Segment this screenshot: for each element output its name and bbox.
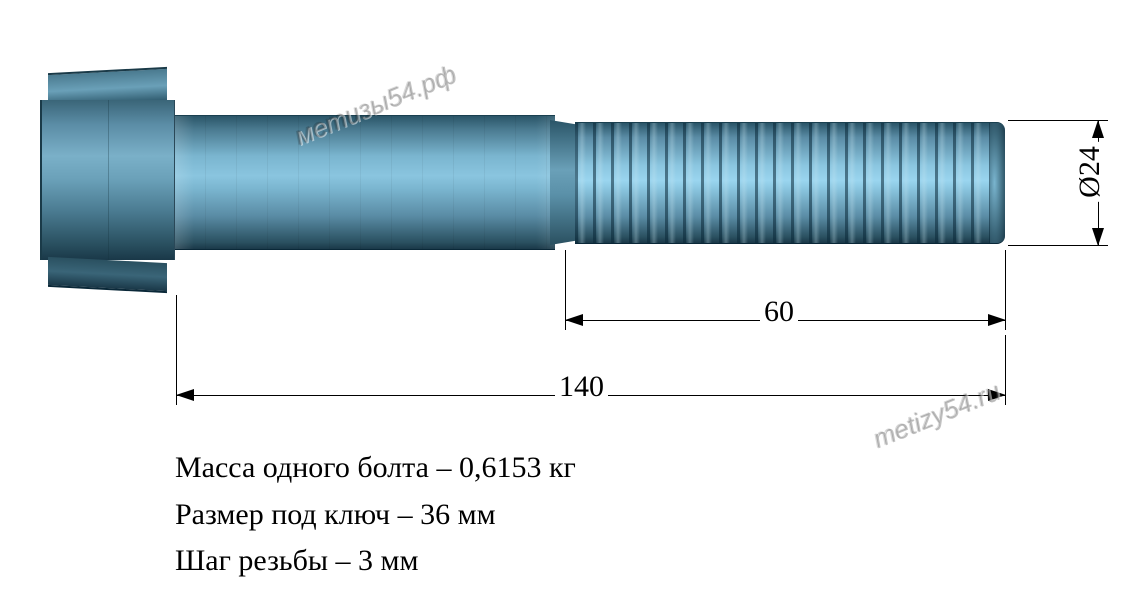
dim-total-line: [176, 395, 1006, 396]
spec-wrench-size: Размер под ключ – 36 мм: [175, 492, 576, 539]
dim-total-label: 140: [555, 370, 608, 404]
dim-total-arrow-left: [176, 389, 194, 401]
spec-thread-pitch: Шаг резьбы – 3 мм: [175, 538, 576, 585]
dim-thread-label: 60: [760, 295, 798, 329]
bolt-head-front-face: [40, 100, 175, 260]
bolt-head-bottom-face: [48, 257, 167, 293]
dim-diameter-arrow-top: [1092, 120, 1104, 138]
dim-thread-arrow-left: [565, 314, 583, 326]
dim-diameter-ext-top: [1008, 120, 1108, 121]
dim-total-arrow-right: [988, 389, 1006, 401]
dim-diameter-line: [1098, 120, 1099, 246]
dim-diameter-arrow-bottom: [1092, 228, 1104, 246]
dim-total-ext-left: [176, 295, 177, 405]
dim-diameter-ext-bottom: [1008, 245, 1108, 246]
bolt-shank-texture: [175, 116, 555, 249]
bolt-head: [40, 70, 175, 290]
watermark-2: metizy54.ru: [869, 376, 1005, 455]
bolt-shank: [175, 115, 555, 250]
bolt-thread-ridges: [575, 123, 1005, 243]
bolt-thread-end-cap: [990, 123, 1005, 243]
spec-block: Масса одного болта – 0,6153 кг Размер по…: [175, 445, 576, 585]
bolt-drawing: [40, 40, 1020, 300]
bolt-thread: [575, 122, 1005, 244]
dim-thread-arrow-right: [988, 314, 1006, 326]
dim-diameter-label: Ø24: [1073, 142, 1107, 202]
spec-mass: Масса одного болта – 0,6153 кг: [175, 445, 576, 492]
dim-thread-line: [565, 320, 1006, 321]
dim-total-ext-right: [1005, 335, 1006, 405]
